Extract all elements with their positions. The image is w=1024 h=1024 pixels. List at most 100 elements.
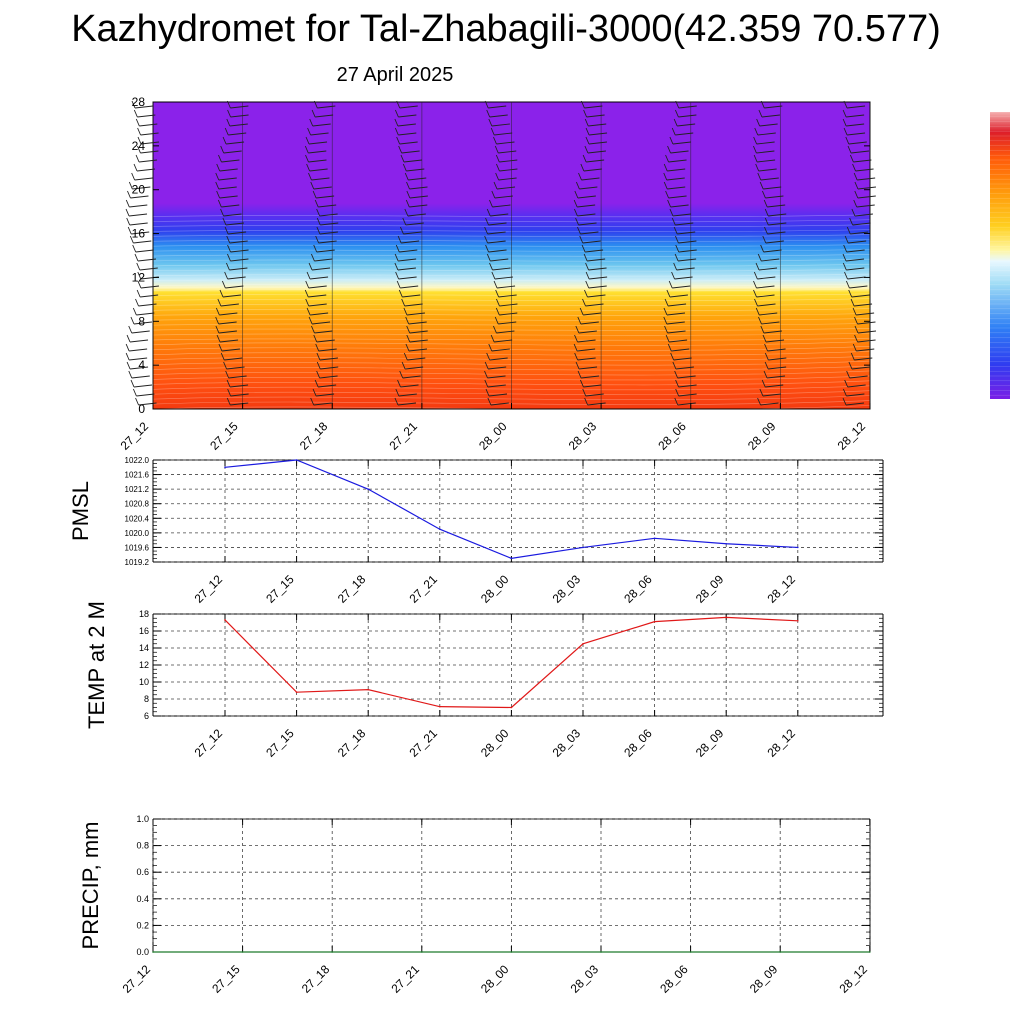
wind-barb xyxy=(581,177,600,181)
wind-barb xyxy=(493,181,498,190)
contour-line xyxy=(152,214,871,218)
wind-barb xyxy=(588,123,607,127)
wind-barb xyxy=(133,384,153,388)
wind-barb xyxy=(218,343,223,352)
data-point xyxy=(439,528,441,531)
wind-barb xyxy=(676,267,695,271)
wind-barb xyxy=(130,366,149,370)
wind-barb xyxy=(139,267,158,271)
wind-barb xyxy=(491,190,496,199)
data-point xyxy=(653,537,656,540)
wind-barb xyxy=(308,141,328,145)
wind-barb xyxy=(759,312,778,316)
y-tick-label: 0.4 xyxy=(136,894,149,904)
data-point xyxy=(295,459,298,461)
wind-barb xyxy=(762,190,766,199)
wind-barb xyxy=(667,145,671,154)
y-tick-label: 16 xyxy=(132,227,146,241)
wind-barb xyxy=(856,348,875,352)
wind-barb xyxy=(397,235,402,244)
wind-barb xyxy=(316,370,321,379)
wind-barb xyxy=(854,316,858,325)
wind-barb xyxy=(678,114,697,118)
wind-barb xyxy=(311,109,316,118)
wind-barb xyxy=(850,150,870,154)
data-point xyxy=(367,688,370,691)
wind-barb xyxy=(129,339,149,343)
wind-barb xyxy=(215,181,220,190)
wind-barb xyxy=(126,361,131,370)
wind-barb xyxy=(394,118,399,127)
wind-barb xyxy=(220,339,239,343)
wind-barb xyxy=(494,132,513,136)
wind-barb xyxy=(318,240,337,244)
wind-barb xyxy=(853,159,872,163)
wind-barb xyxy=(136,393,155,397)
wind-barb xyxy=(494,276,513,280)
wind-barb xyxy=(848,289,853,298)
wind-barb xyxy=(133,109,138,118)
x-tick-label: 27_15 xyxy=(263,726,297,760)
wind-barb xyxy=(316,208,321,217)
wind-barb xyxy=(125,343,130,352)
wind-barb xyxy=(763,330,782,334)
wind-barb xyxy=(403,352,408,361)
wind-barb xyxy=(130,316,135,325)
wind-barb xyxy=(131,330,150,334)
wind-barb xyxy=(843,244,848,253)
wind-barb xyxy=(667,199,672,208)
x-tick-label: 28_03 xyxy=(566,419,600,453)
x-tick-label: 28_06 xyxy=(621,726,655,760)
wind-barb xyxy=(765,339,785,343)
wind-barb xyxy=(306,271,311,280)
x-tick-label: 28_06 xyxy=(657,962,691,996)
wind-barb xyxy=(674,253,679,262)
wind-barb xyxy=(219,289,224,298)
wind-barb xyxy=(404,303,423,307)
wind-barb xyxy=(667,343,672,352)
wind-barb xyxy=(308,316,313,325)
wind-barb xyxy=(226,366,245,370)
wind-barb xyxy=(585,249,604,253)
wind-barb xyxy=(672,285,691,289)
wind-barb xyxy=(310,181,315,190)
wind-barb xyxy=(131,172,136,181)
y-tick-label: 8 xyxy=(138,314,145,328)
y-tick-label: 1019.6 xyxy=(125,543,150,552)
wind-barb xyxy=(128,181,133,190)
wind-barb xyxy=(218,321,237,325)
wind-barb xyxy=(498,294,517,298)
wind-barb xyxy=(678,393,697,397)
wind-barb xyxy=(763,370,768,379)
data-point xyxy=(797,546,799,549)
y-tick-label: 24 xyxy=(132,139,146,153)
wind-barb xyxy=(230,402,249,406)
wind-barb xyxy=(756,285,775,289)
data-point xyxy=(582,546,584,549)
wind-barb xyxy=(312,267,331,271)
wind-barb xyxy=(313,186,332,190)
wind-barb xyxy=(137,136,142,145)
wind-barb xyxy=(585,136,590,145)
wind-barb xyxy=(497,285,516,289)
wind-barb xyxy=(310,397,315,406)
wind-barb xyxy=(131,375,150,379)
wind-barb xyxy=(397,379,401,388)
wind-barb xyxy=(224,271,229,280)
wind-barb xyxy=(584,145,589,154)
wind-barb xyxy=(846,123,865,127)
contour-line xyxy=(152,370,871,376)
wind-barb xyxy=(585,127,590,136)
wind-barb xyxy=(126,217,131,226)
x-tick-label: 28_06 xyxy=(621,572,655,606)
wind-barb xyxy=(767,231,786,235)
wind-barb xyxy=(850,298,855,307)
wind-barb xyxy=(760,325,765,334)
wind-barb xyxy=(316,249,335,253)
wind-barb xyxy=(128,213,148,217)
wind-barb xyxy=(395,244,400,253)
wind-barb xyxy=(577,316,582,325)
wind-barb xyxy=(486,352,491,361)
wind-barb xyxy=(133,240,152,244)
wind-barb xyxy=(573,343,578,352)
